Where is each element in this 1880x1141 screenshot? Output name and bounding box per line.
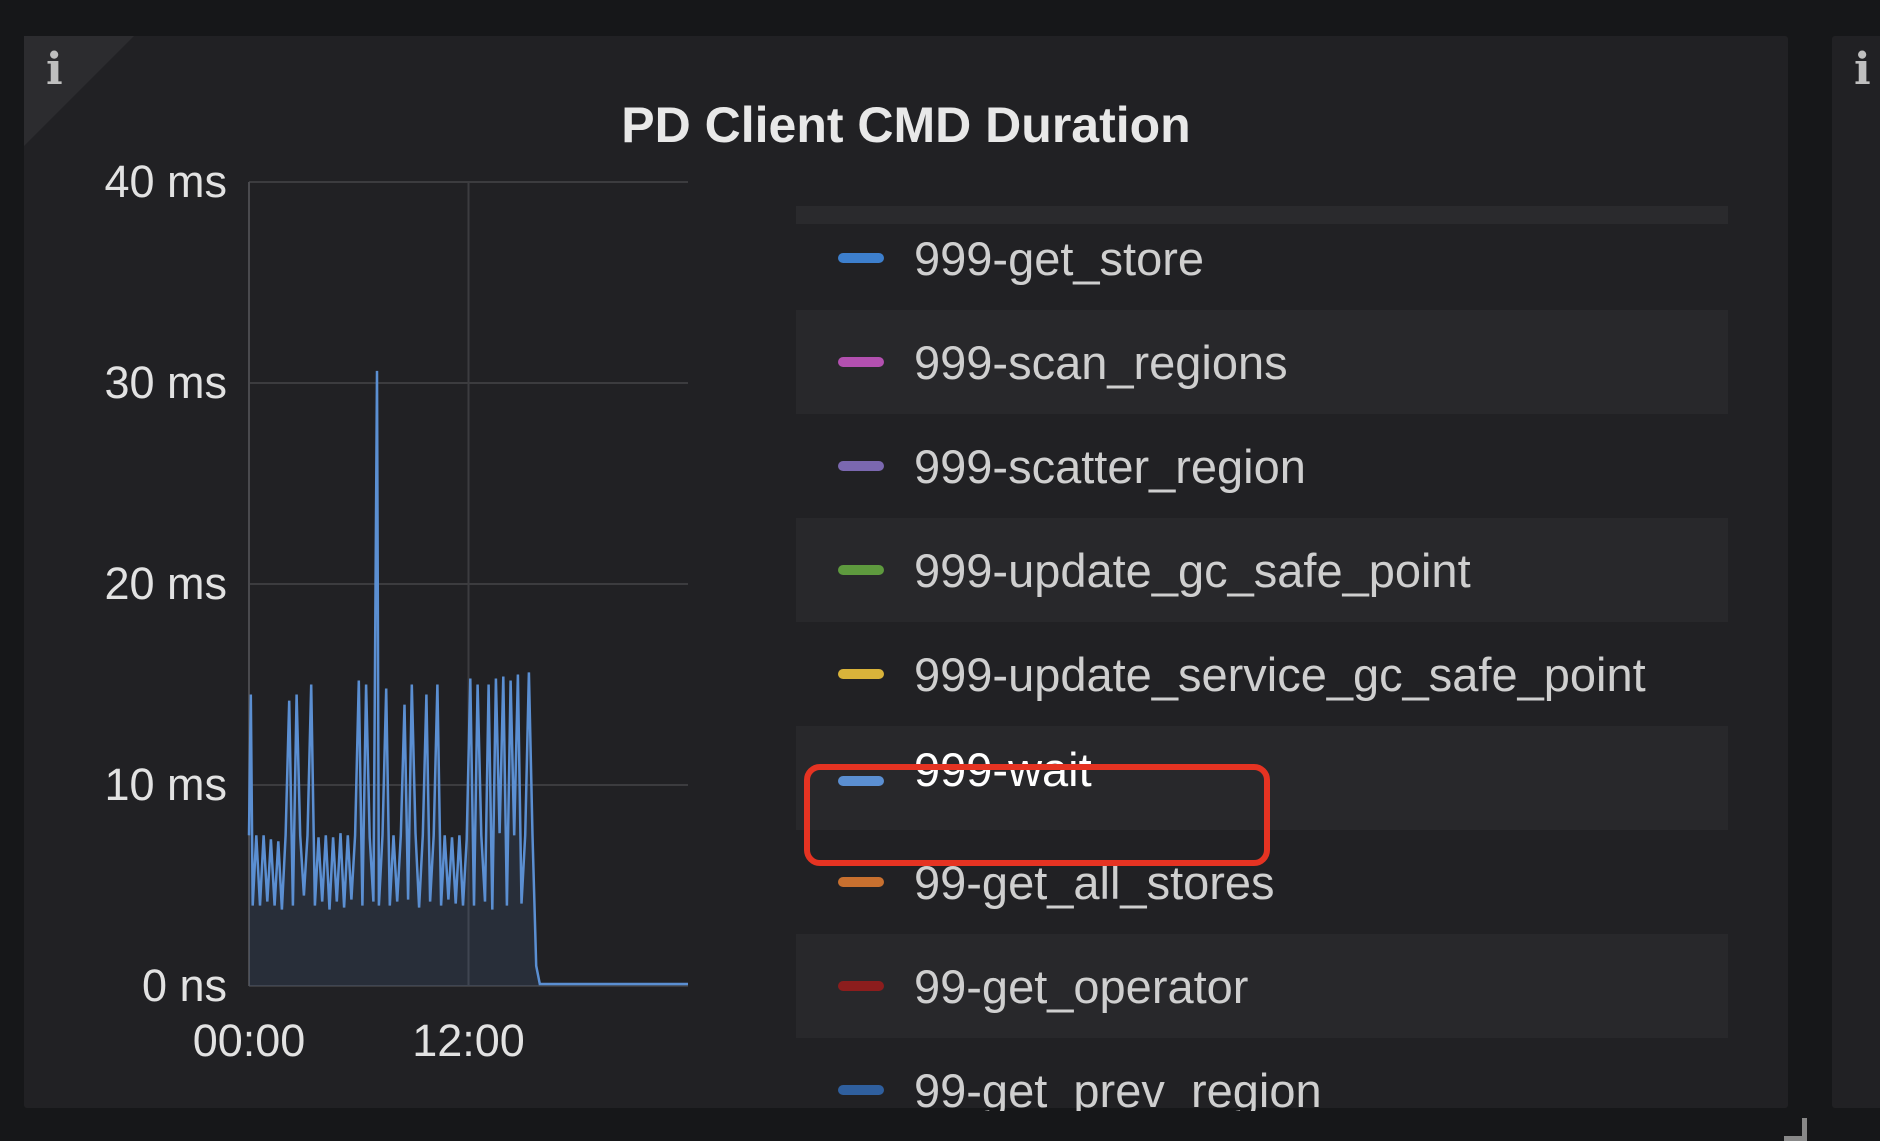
legend-top-strip: [796, 206, 1728, 224]
y-tick-label: 30 ms: [104, 357, 227, 408]
plot-area: 0 ns 10 ms 20 ms 30 ms 40 ms 00:00 12:00: [104, 156, 688, 1066]
legend-label: 999-get_store: [914, 231, 1205, 285]
next-panel: i: [1832, 36, 1880, 1108]
legend-swatch: [838, 877, 884, 887]
legend-item[interactable]: 999-get_store: [796, 206, 1728, 310]
x-tick-label: 00:00: [193, 1015, 306, 1066]
series-line-999-wait: [247, 370, 688, 986]
resize-handle[interactable]: [1784, 1118, 1807, 1141]
legend-item[interactable]: 99-get_prev_region: [796, 1038, 1728, 1111]
y-tick-label: 10 ms: [104, 759, 227, 810]
legend-label: 999-scatter_region: [914, 439, 1306, 493]
legend-item[interactable]: 999-scatter_region: [796, 414, 1728, 518]
legend-label: 999-update_gc_safe_point: [914, 543, 1471, 597]
panel-title[interactable]: PD Client CMD Duration: [621, 97, 1191, 153]
legend-item[interactable]: 999-update_gc_safe_point: [796, 518, 1728, 622]
legend-label: 99-get_operator: [914, 959, 1249, 1013]
legend-swatch: [838, 669, 884, 679]
legend: 999-get_store 999-scan_regions 999-scatter…: [796, 206, 1728, 1111]
legend-label: 99-get_all_stores: [914, 855, 1275, 909]
legend-item[interactable]: 99-get_operator: [796, 934, 1728, 1038]
legend-swatch: [838, 565, 884, 575]
y-tick-label: 40 ms: [104, 156, 227, 207]
y-tick-label: 20 ms: [104, 558, 227, 609]
x-tick-label: 12:00: [412, 1015, 525, 1066]
series-area-999-wait: [249, 370, 688, 986]
legend-item[interactable]: 999-wait: [796, 726, 1728, 830]
legend-swatch: [838, 461, 884, 471]
legend-item[interactable]: 999-update_service_gc_safe_point: [796, 622, 1728, 726]
legend-label: 999-update_service_gc_safe_point: [914, 647, 1646, 701]
legend-label: 999-scan_regions: [914, 335, 1288, 389]
legend-swatch: [838, 776, 884, 786]
legend-swatch: [838, 981, 884, 991]
info-icon[interactable]: i: [46, 44, 63, 95]
legend-item[interactable]: 99-get_all_stores: [796, 830, 1728, 934]
legend-swatch: [838, 357, 884, 367]
legend-item[interactable]: 999-scan_regions: [796, 310, 1728, 414]
legend-label: 99-get_prev_region: [914, 1063, 1322, 1112]
legend-label: 999-wait: [914, 742, 1092, 796]
info-icon[interactable]: i: [1854, 44, 1871, 95]
legend-swatch: [838, 1085, 884, 1095]
legend-swatch: [838, 253, 884, 263]
chart-panel: i PD Client CMD Duration 0 ns 10 ms 20 ms 3…: [24, 36, 1807, 1141]
y-tick-label: 0 ns: [142, 960, 227, 1011]
panel-corner: [24, 36, 134, 146]
